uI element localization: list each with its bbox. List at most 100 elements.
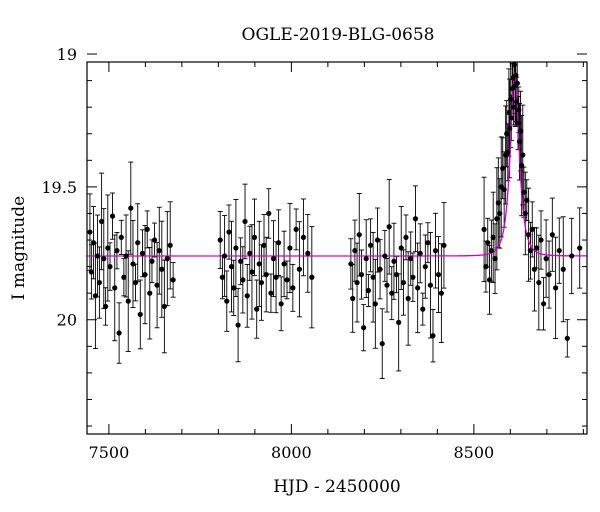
data-point: [543, 256, 549, 262]
data-point: [266, 210, 272, 217]
data-point: [281, 261, 287, 267]
data-point: [88, 269, 94, 275]
x-tick-label: 7500: [89, 443, 130, 462]
data-point: [305, 250, 311, 256]
data-point: [427, 282, 434, 288]
data-point: [114, 248, 120, 254]
y-tick-label: 19.5: [41, 178, 77, 197]
data-point: [293, 226, 299, 232]
data-point: [147, 290, 153, 296]
data-point: [560, 266, 566, 272]
data-point: [354, 279, 360, 286]
data-point: [221, 253, 228, 259]
data-point: [386, 224, 392, 230]
data-point: [382, 253, 388, 259]
data-point: [254, 306, 260, 312]
data-point: [98, 218, 105, 225]
data-point: [524, 197, 530, 203]
data-point: [546, 271, 552, 278]
x-tick-label: 8000: [271, 443, 312, 462]
data-point: [490, 234, 496, 240]
data-point: [284, 277, 290, 283]
data-point: [514, 80, 520, 86]
data-point: [268, 290, 274, 296]
data-point: [217, 237, 223, 243]
data-point: [379, 341, 385, 347]
data-point: [258, 279, 265, 286]
data-point: [553, 285, 559, 291]
y-axis-label: I magnitude: [9, 196, 29, 300]
data-point: [159, 266, 165, 272]
data-point: [374, 237, 381, 243]
data-point: [249, 269, 255, 275]
data-point: [151, 237, 158, 243]
data-point: [116, 330, 122, 336]
data-point: [109, 213, 116, 219]
data-point: [398, 245, 404, 251]
data-point: [432, 248, 439, 254]
data-point: [103, 303, 109, 310]
data-point: [488, 248, 494, 254]
data-point: [408, 256, 414, 262]
data-point: [540, 301, 547, 307]
data-point: [483, 264, 489, 270]
data-point: [526, 232, 532, 238]
data-point: [577, 245, 583, 251]
data-point: [403, 234, 409, 240]
data-point: [531, 266, 538, 272]
data-point: [507, 125, 513, 132]
data-point: [296, 266, 303, 272]
data-point: [415, 285, 421, 291]
data-point: [87, 229, 93, 235]
data-point: [107, 264, 113, 270]
data-point: [441, 242, 447, 248]
data-point: [256, 261, 262, 267]
data-point: [244, 293, 250, 299]
data-point: [511, 62, 517, 68]
data-point: [94, 253, 101, 259]
data-point: [161, 303, 167, 310]
data-point: [367, 242, 374, 248]
plot-frame: [86, 61, 588, 435]
data-point: [393, 271, 400, 278]
data-point: [170, 277, 176, 283]
data-point: [508, 96, 514, 102]
data-point: [348, 261, 354, 267]
data-point: [420, 306, 426, 312]
data-point: [549, 232, 555, 238]
data-point: [515, 120, 521, 126]
axis-ticks: [87, 53, 587, 434]
data-point: [125, 298, 131, 304]
data-point: [486, 277, 493, 283]
data-point: [149, 258, 155, 264]
data-point: [504, 131, 510, 137]
data-point: [130, 261, 136, 267]
data-point: [412, 216, 419, 222]
data-point: [430, 333, 436, 339]
data-point: [219, 274, 226, 280]
data-point: [352, 248, 358, 254]
data-point: [167, 242, 173, 248]
data-point: [358, 271, 365, 278]
data-point: [391, 258, 397, 264]
data-point: [123, 253, 129, 259]
data-point: [410, 274, 416, 280]
data-point: [508, 115, 515, 121]
data-point: [105, 245, 111, 251]
data-point: [422, 264, 428, 270]
data-point: [564, 335, 570, 341]
data-point: [527, 248, 534, 254]
data-point: [132, 279, 139, 286]
data-point: [128, 205, 134, 211]
data-point: [396, 319, 402, 325]
data-point: [425, 240, 431, 246]
data-point: [538, 237, 544, 243]
data-point: [365, 287, 371, 294]
data-point: [251, 234, 258, 240]
data-point: [156, 248, 162, 254]
data-points: [87, 62, 583, 347]
data-point: [495, 200, 501, 206]
data-point: [492, 256, 498, 262]
data-point: [356, 232, 362, 238]
data-point: [505, 149, 511, 155]
